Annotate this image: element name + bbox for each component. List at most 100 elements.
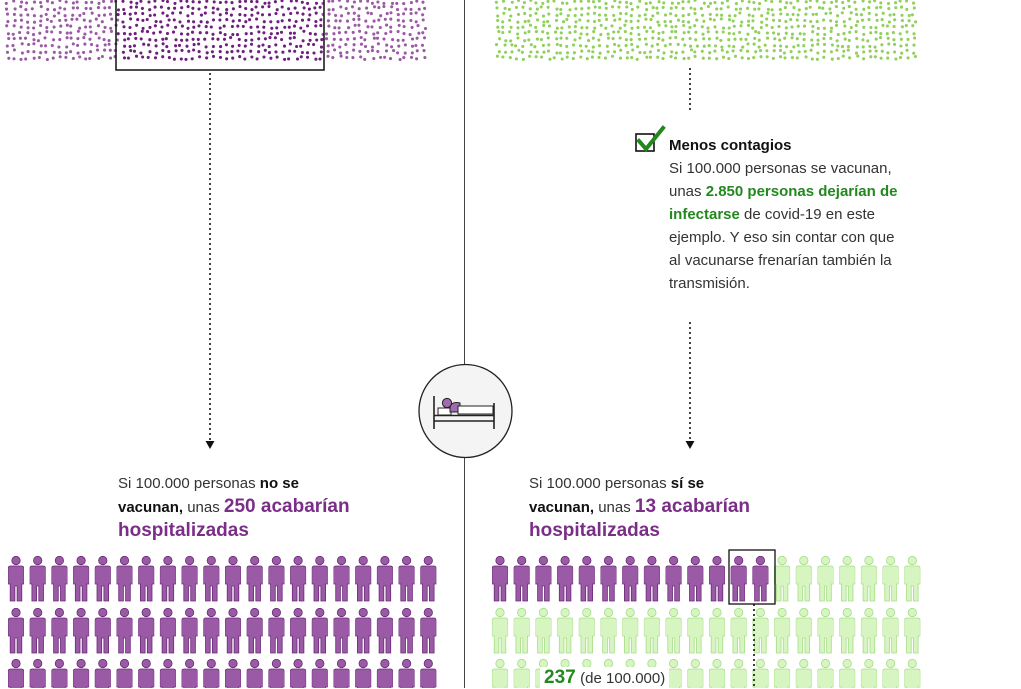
population-dot xyxy=(592,30,596,34)
hospital-bed-icon xyxy=(418,363,513,459)
population-dot xyxy=(579,32,583,36)
population-dot xyxy=(283,57,287,61)
population-dot xyxy=(694,30,698,34)
population-dot xyxy=(546,20,550,24)
population-dot xyxy=(344,6,348,11)
population-dot xyxy=(636,5,640,9)
population-dot xyxy=(693,11,697,15)
population-dot xyxy=(327,12,331,16)
population-dot xyxy=(617,5,621,9)
population-dot xyxy=(829,11,833,15)
population-dot xyxy=(11,44,15,48)
population-dot xyxy=(32,20,37,24)
caption-unvaccinated: Si 100.000 personas no se vacunan, unas … xyxy=(118,472,438,543)
avoided-hospitalizations-count: 237 (de 100.000) xyxy=(540,667,670,689)
population-dot xyxy=(357,17,361,21)
population-dot xyxy=(555,26,559,30)
population-dot xyxy=(848,56,852,60)
population-dot xyxy=(886,36,890,40)
population-dot xyxy=(765,55,769,59)
population-dot xyxy=(402,24,406,29)
population-dot xyxy=(243,44,247,48)
population-dot xyxy=(713,25,717,29)
population-dot xyxy=(116,32,120,36)
population-dot xyxy=(892,24,896,29)
population-dot xyxy=(236,24,240,28)
population-dot xyxy=(629,19,633,23)
population-dot xyxy=(810,57,814,61)
population-dot xyxy=(51,56,55,60)
population-dot xyxy=(75,17,79,21)
population-dot xyxy=(161,42,165,46)
population-dot xyxy=(159,5,163,9)
population-dot xyxy=(824,11,828,16)
population-dot xyxy=(326,44,330,48)
population-dot xyxy=(535,7,539,11)
person-icon xyxy=(29,608,46,654)
population-dot xyxy=(129,0,133,4)
population-dot xyxy=(205,0,209,3)
population-dot xyxy=(606,50,610,54)
population-dot xyxy=(19,13,23,17)
population-dot xyxy=(501,55,505,59)
population-dot xyxy=(626,50,630,55)
population-dot xyxy=(50,43,54,48)
population-dot xyxy=(843,24,847,28)
population-dot xyxy=(795,56,799,60)
population-dot xyxy=(197,7,201,11)
population-dot xyxy=(546,0,550,3)
population-dot xyxy=(300,0,304,4)
population-dot xyxy=(19,57,23,61)
population-dot xyxy=(510,0,514,4)
population-dot xyxy=(830,0,834,4)
population-dot xyxy=(197,0,201,4)
population-dot xyxy=(555,37,559,41)
population-dot xyxy=(89,50,93,54)
person-icon xyxy=(376,608,393,654)
population-dot xyxy=(816,32,820,36)
population-dot xyxy=(561,20,566,24)
population-dot xyxy=(791,12,795,16)
population-dot xyxy=(57,11,61,15)
population-dot xyxy=(760,14,764,18)
population-dot xyxy=(520,50,524,54)
population-dot xyxy=(542,20,546,24)
population-dot xyxy=(32,26,36,30)
population-dot xyxy=(334,19,338,23)
population-dot xyxy=(727,26,731,30)
population-dot xyxy=(423,26,428,31)
population-dot xyxy=(20,51,24,55)
population-dot xyxy=(618,56,623,60)
population-dot xyxy=(25,1,29,5)
population-dot xyxy=(20,0,24,4)
population-dot xyxy=(699,7,703,11)
population-dot xyxy=(644,42,648,46)
person-icon xyxy=(600,556,617,602)
population-dot xyxy=(186,26,190,30)
population-dot xyxy=(792,45,796,49)
population-dot xyxy=(249,31,253,36)
population-dot xyxy=(847,0,851,3)
population-dot xyxy=(798,32,802,36)
population-dot xyxy=(12,48,16,52)
population-dot xyxy=(706,4,710,9)
population-dot xyxy=(90,11,94,15)
population-dot xyxy=(757,45,761,49)
population-dot xyxy=(250,8,254,12)
population-dot xyxy=(630,56,634,60)
population-dot xyxy=(88,37,92,41)
population-dot xyxy=(155,51,159,55)
population-dot xyxy=(516,12,521,16)
population-dot xyxy=(410,37,415,41)
population-dot xyxy=(668,42,672,46)
population-dot xyxy=(292,24,297,28)
person-icon xyxy=(860,608,877,654)
population-dot xyxy=(318,5,322,9)
population-dot xyxy=(82,11,86,16)
population-dot xyxy=(7,56,11,60)
population-dot xyxy=(715,36,719,40)
population-dot xyxy=(815,0,819,3)
population-dot xyxy=(135,1,139,5)
person-icon xyxy=(29,659,46,688)
population-dot xyxy=(580,26,584,30)
